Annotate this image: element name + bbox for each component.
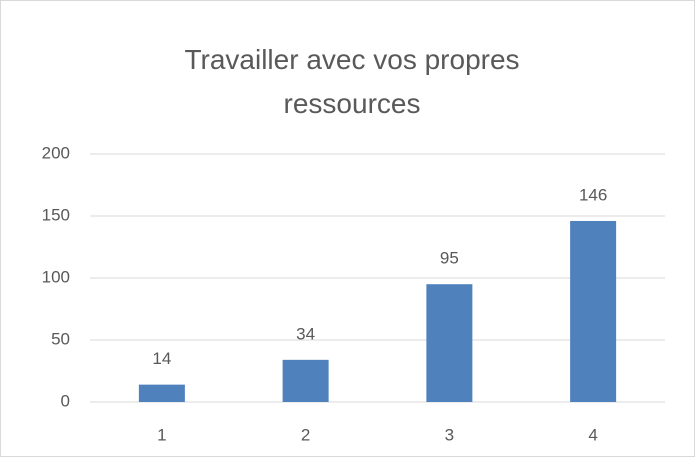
data-label: 14 (152, 349, 171, 368)
y-tick-label: 150 (42, 205, 70, 224)
y-tick-label: 50 (51, 329, 70, 348)
data-label: 95 (440, 249, 459, 268)
chart-title: Travailler avec vos propres ressources (184, 44, 520, 119)
bar (138, 384, 185, 402)
data-label: 34 (296, 324, 315, 343)
x-tick-label: 3 (445, 425, 454, 444)
x-tick-label: 1 (157, 425, 166, 444)
y-tick-label: 100 (42, 267, 70, 286)
y-tick-label: 200 (42, 143, 70, 162)
x-tick-label: 4 (588, 425, 597, 444)
bar (282, 359, 329, 402)
bar (426, 284, 473, 402)
data-label: 146 (579, 185, 607, 204)
bar (570, 220, 617, 402)
x-tick-label: 2 (301, 425, 310, 444)
y-tick-label: 0 (61, 391, 70, 410)
